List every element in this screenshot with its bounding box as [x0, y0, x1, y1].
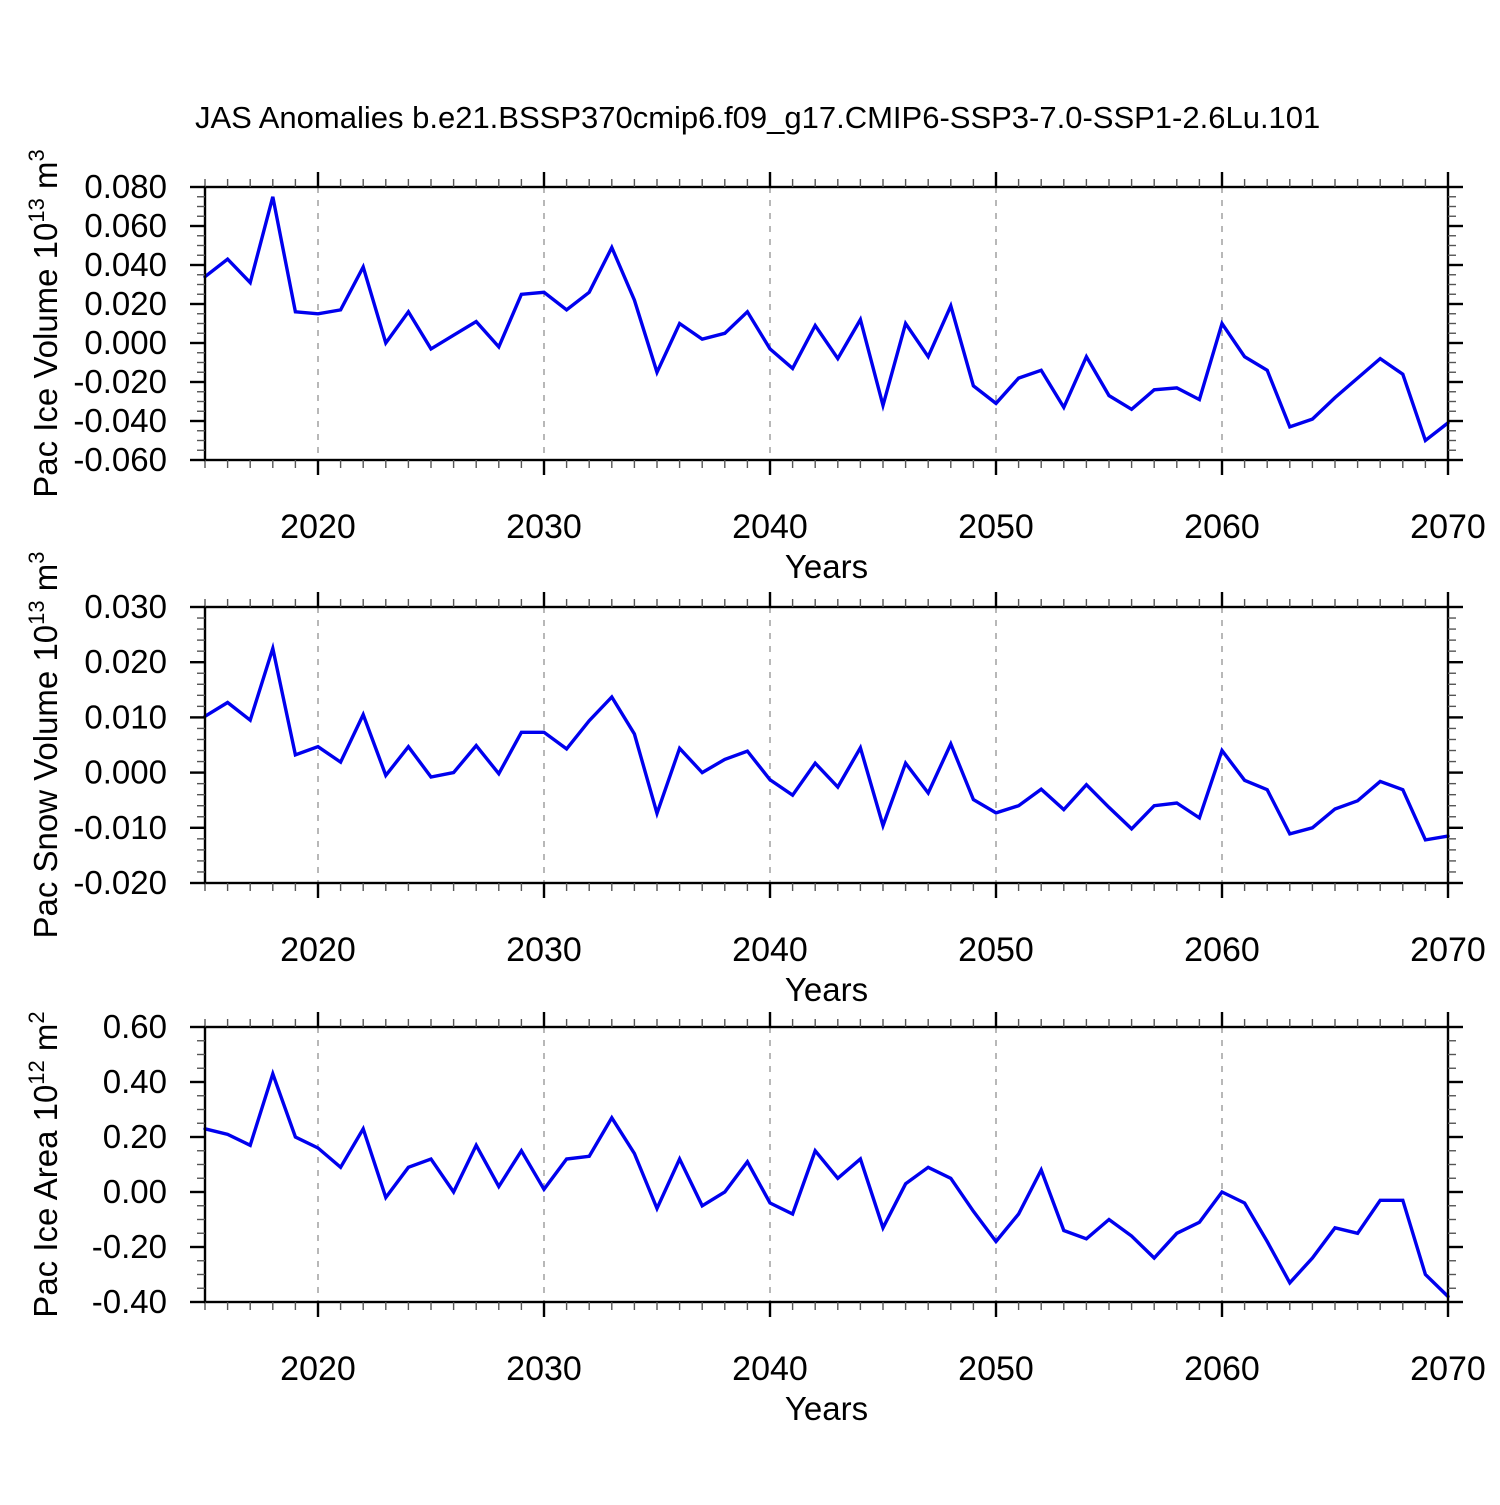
y-axis-title: Pac Ice Area 1012 m2 [24, 1011, 64, 1317]
x-tick-label: 2040 [732, 508, 808, 546]
x-tick-label: 2050 [958, 931, 1034, 969]
y-tick-label: -0.060 [73, 441, 167, 478]
y-tick-label: 0.40 [103, 1063, 167, 1100]
x-tick-label: 2020 [280, 931, 356, 969]
y-tick-label: -0.40 [92, 1283, 167, 1320]
x-tick-label: 2040 [732, 1350, 808, 1388]
data-line-pac-ice-area [203, 1068, 1450, 1299]
x-tick-label: 2070 [1410, 931, 1486, 969]
x-tick-label: 2050 [958, 508, 1034, 546]
y-tick-label: 0.080 [84, 168, 167, 205]
y-tick-label: 0.60 [103, 1008, 167, 1045]
x-tick-label: 2030 [506, 931, 582, 969]
data-line-pac-ice-volume [203, 196, 1450, 444]
data-line-pac-snow-volume [203, 641, 1450, 842]
chart-pac-snow-volume-panel: -0.020 -0.010 0.000 0.010 0.020 0.030 2020 2030… [24, 551, 1486, 1008]
y-tick-label: -0.020 [73, 363, 167, 400]
y-tick-label: 0.030 [84, 588, 167, 625]
x-axis-title: Years [785, 971, 868, 1008]
y-tick-label: 0.000 [84, 754, 167, 791]
x-tick-label: 2020 [280, 508, 356, 546]
y-tick-label: 0.010 [84, 698, 167, 735]
x-tick-label: 2070 [1410, 1350, 1486, 1388]
y-tick-label: 0.020 [84, 285, 167, 322]
y-tick-label: -0.040 [73, 402, 167, 439]
x-tick-label: 2070 [1410, 508, 1486, 546]
y-tick-label: 0.040 [84, 246, 167, 283]
y-tick-label: 0.060 [84, 207, 167, 244]
x-tick-label: 2050 [958, 1350, 1034, 1388]
chart-pac-ice-volume-panel: -0.060-0.040-0.0200.0000.0200.0400.0600.… [24, 149, 1486, 585]
x-tick-label: 2030 [506, 508, 582, 546]
y-tick-label: 0.020 [84, 643, 167, 680]
x-tick-label: 2060 [1184, 508, 1260, 546]
y-tick-label: 0.000 [84, 324, 167, 361]
x-tick-label: 2030 [506, 1350, 582, 1388]
y-tick-label: 0.20 [103, 1118, 167, 1155]
x-tick-label: 2020 [280, 1350, 356, 1388]
figure-title: JAS Anomalies b.e21.BSSP370cmip6.f09_g17… [195, 100, 1320, 135]
x-axis-title: Years [785, 1390, 868, 1427]
plot-frame [203, 185, 1450, 462]
y-axis-title: Pac Snow Volume 1013 m3 [24, 551, 64, 938]
x-tick-label: 2060 [1184, 1350, 1260, 1388]
plot-frame [203, 605, 1450, 885]
x-axis-title: Years [785, 548, 868, 585]
y-axis-title: Pac Ice Volume 1013 m3 [24, 149, 64, 498]
x-tick-label: 2060 [1184, 931, 1260, 969]
y-tick-label: -0.20 [92, 1228, 167, 1265]
chart-pac-ice-area-panel: -0.40 -0.20 0.00 0.20 0.40 0.60 2020 2030 2040 20… [24, 1008, 1486, 1427]
x-tick-label: 2040 [732, 931, 808, 969]
y-tick-label: -0.020 [73, 864, 167, 901]
y-tick-label: -0.010 [73, 809, 167, 846]
y-tick-label: 0.00 [103, 1173, 167, 1210]
